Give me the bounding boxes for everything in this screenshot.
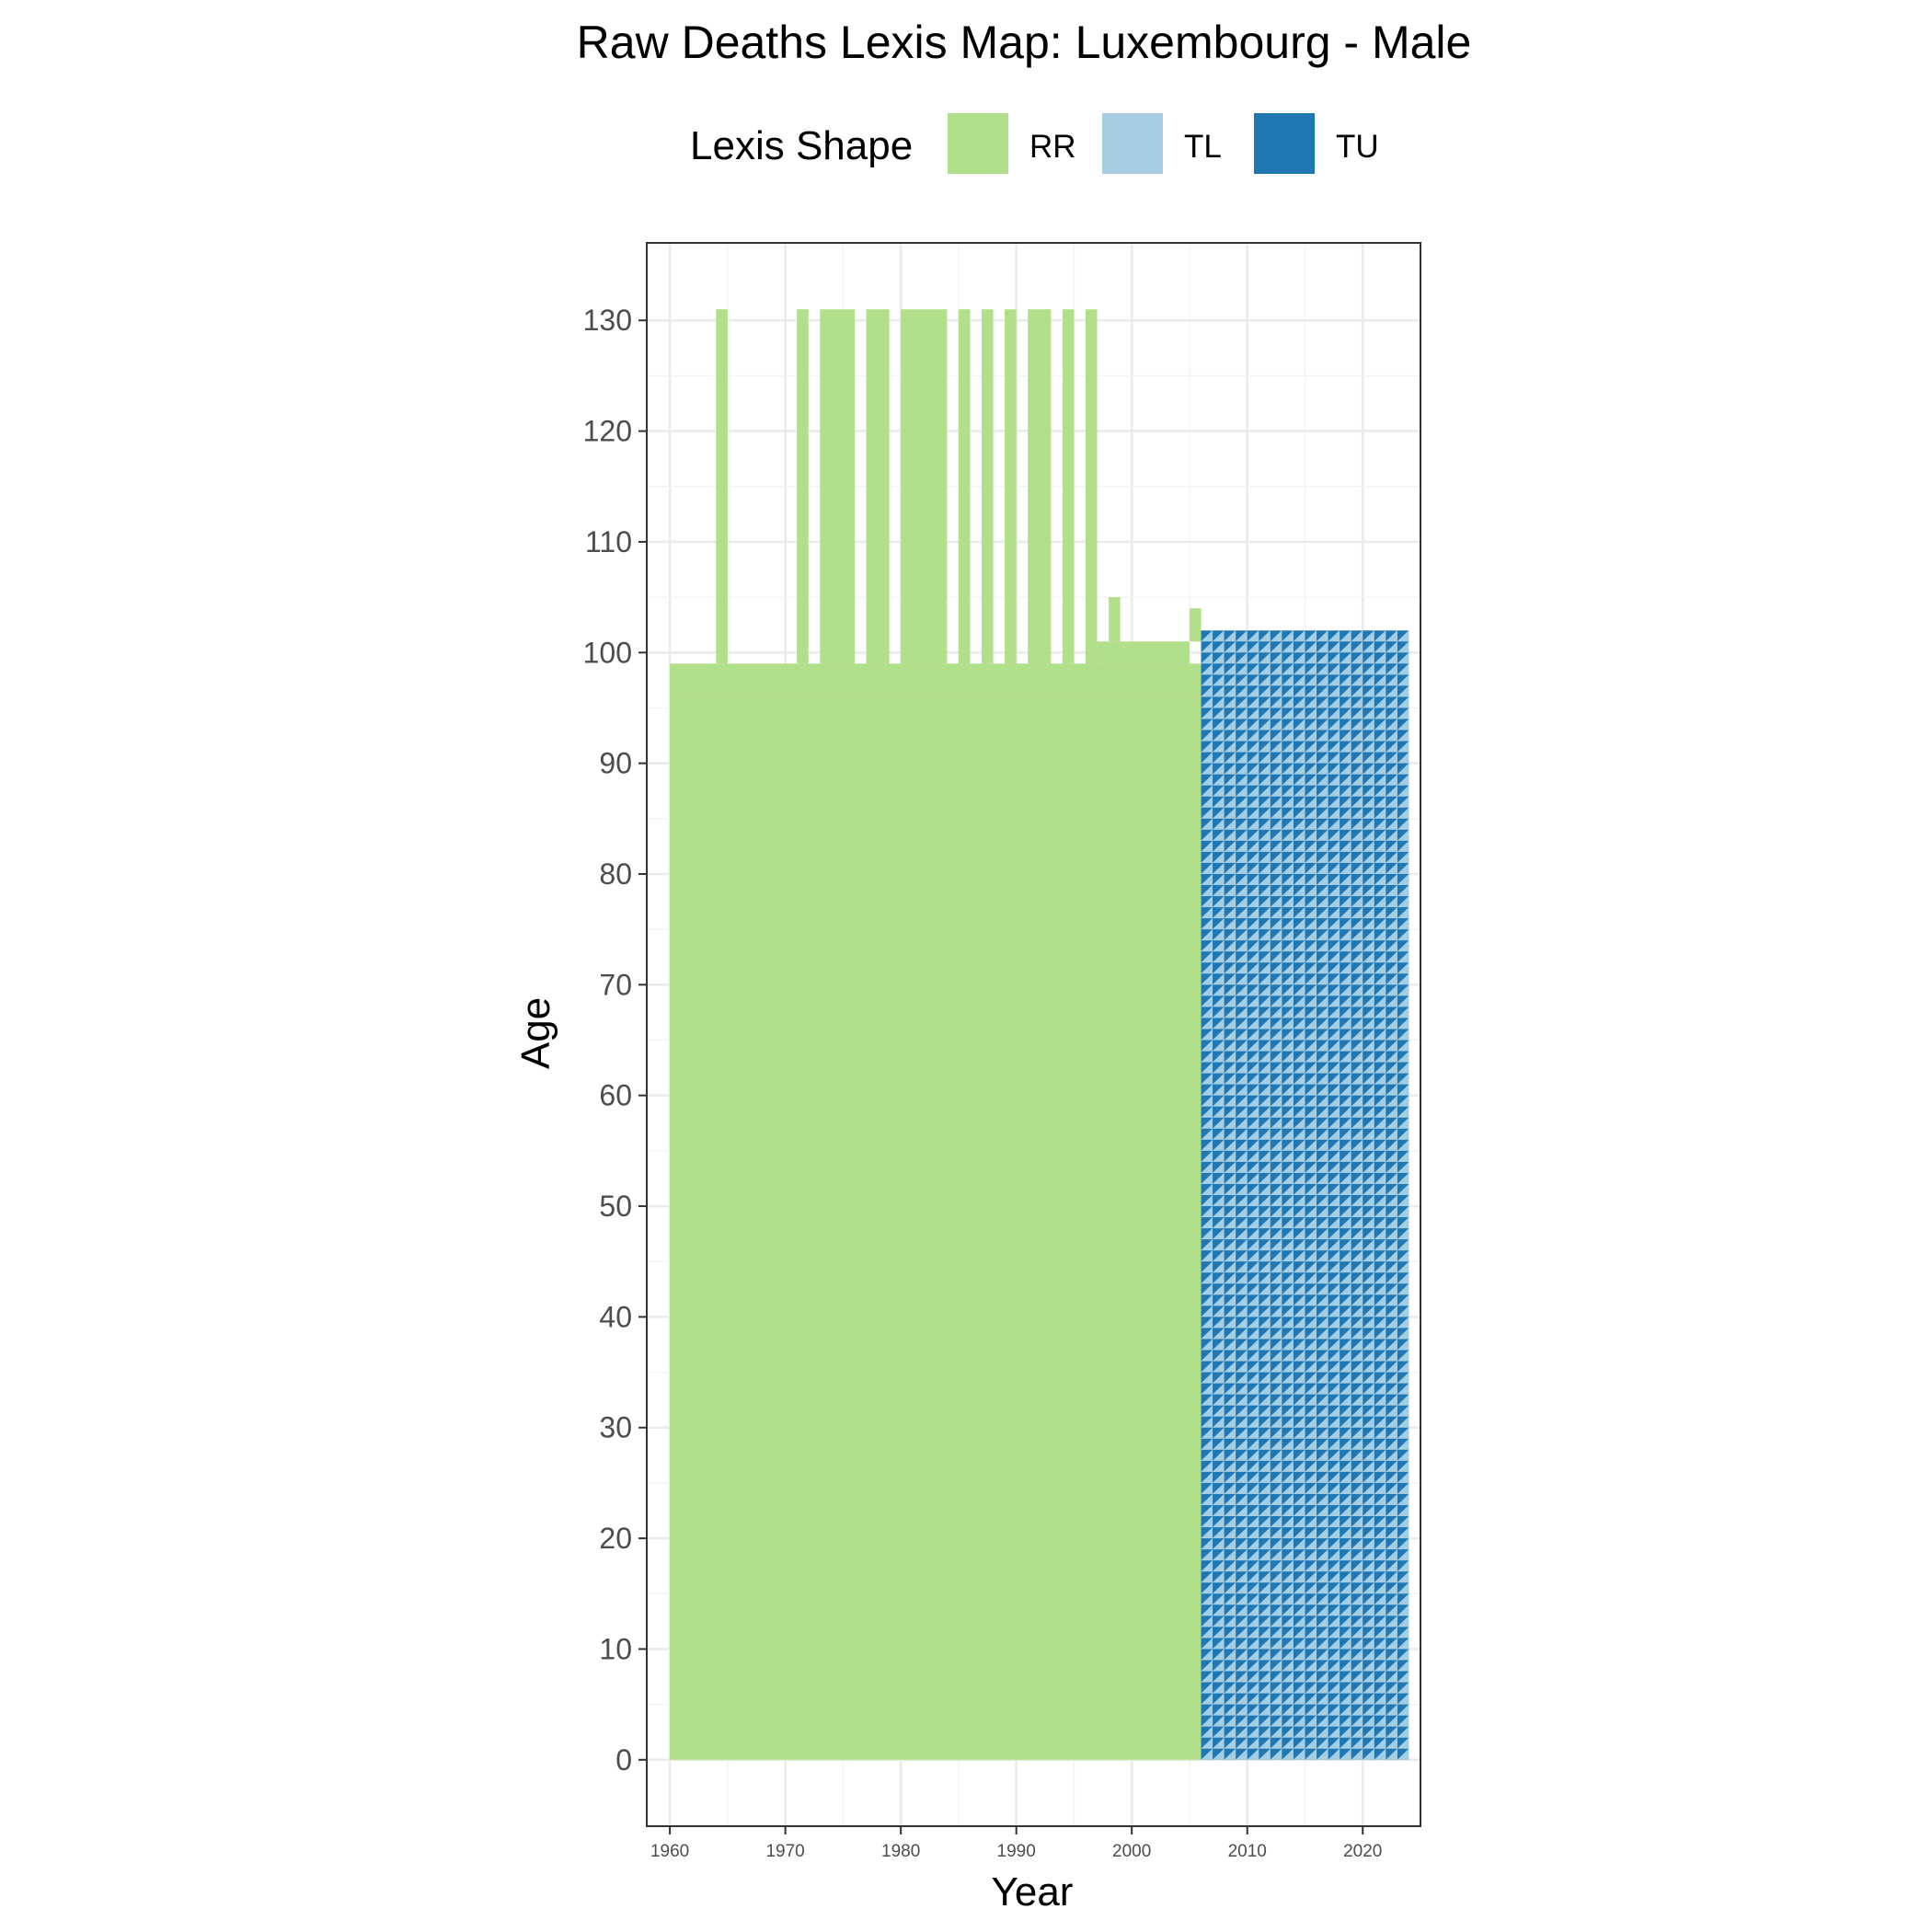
y-tick-label: 50 [599, 1190, 632, 1223]
x-tick-label: 2000 [1112, 1842, 1151, 1861]
y-axis: 0 10 20 30 40 50 60 70 80 90 100 110 120 130 [583, 304, 647, 1777]
rr-cell-block [670, 663, 1202, 697]
y-tick-label: 80 [599, 857, 632, 891]
legend-entry-rr: RR [948, 113, 1076, 174]
legend-key-tl [1102, 113, 1163, 174]
rr-cell-block [982, 309, 994, 664]
y-tick-label: 120 [583, 415, 632, 448]
panel-border [646, 242, 1421, 1827]
y-tick-label: 20 [599, 1522, 632, 1555]
x-axis: 1960 1970 1980 1990 2000 2010 2020 [650, 1826, 1382, 1861]
x-tick-label: 1970 [765, 1842, 804, 1861]
rr-cell-block [670, 696, 1202, 1760]
x-axis-title: Year [992, 1869, 1074, 1915]
rr-cell-block [1189, 608, 1202, 642]
y-tick-label: 100 [583, 636, 632, 669]
y-tick-label: 0 [615, 1743, 632, 1777]
legend-key-tu [1254, 113, 1315, 174]
y-tick-label: 30 [599, 1411, 632, 1444]
x-tick-label: 1990 [997, 1842, 1036, 1861]
rr-cell-block [1109, 597, 1121, 642]
x-tick-label: 1960 [650, 1842, 689, 1861]
legend-label-tu: TU [1336, 129, 1379, 165]
legend-entry-tl: TL [1102, 113, 1222, 174]
rr-cell-block [1005, 309, 1017, 664]
legend-label-tl: TL [1184, 129, 1222, 165]
legend-label-rr: RR [1029, 129, 1076, 165]
x-tick-label: 1980 [881, 1842, 920, 1861]
y-tick-label: 40 [599, 1300, 632, 1333]
legend: Lexis Shape RR TL TU [690, 113, 1379, 174]
rr-cell-block [958, 309, 971, 664]
y-tick-label: 70 [599, 968, 632, 1001]
y-tick-label: 90 [599, 747, 632, 780]
rr-cell-block [866, 309, 890, 664]
rr-cell-block [797, 309, 809, 664]
legend-key-rr [948, 113, 1008, 174]
x-tick-label: 2010 [1228, 1842, 1267, 1861]
plot-area: 1960 1970 1980 1990 2000 2010 2020 0 10 20 30 40 50 6… [583, 242, 1421, 1861]
rr-cell-block [1097, 641, 1190, 664]
data-marks [670, 309, 1409, 1760]
chart-title: Raw Deaths Lexis Map: Luxembourg - Male [577, 17, 1472, 68]
rr-cell-block [901, 309, 948, 664]
rr-cell-block [820, 309, 855, 664]
y-tick-label: 130 [583, 304, 632, 337]
y-axis-title: Age [513, 997, 558, 1069]
rr-cell-block [716, 309, 728, 664]
legend-entry-tu: TU [1254, 113, 1379, 174]
y-tick-label: 10 [599, 1632, 632, 1665]
rr-cell-block [1028, 309, 1052, 664]
y-tick-label: 60 [599, 1079, 632, 1112]
rr-cell-block [1085, 309, 1098, 664]
rr-cell-block [1062, 309, 1075, 664]
triangle-cell-block [1201, 630, 1409, 1760]
legend-title: Lexis Shape [690, 123, 913, 168]
x-tick-label: 2020 [1343, 1842, 1382, 1861]
y-tick-label: 110 [585, 525, 632, 558]
